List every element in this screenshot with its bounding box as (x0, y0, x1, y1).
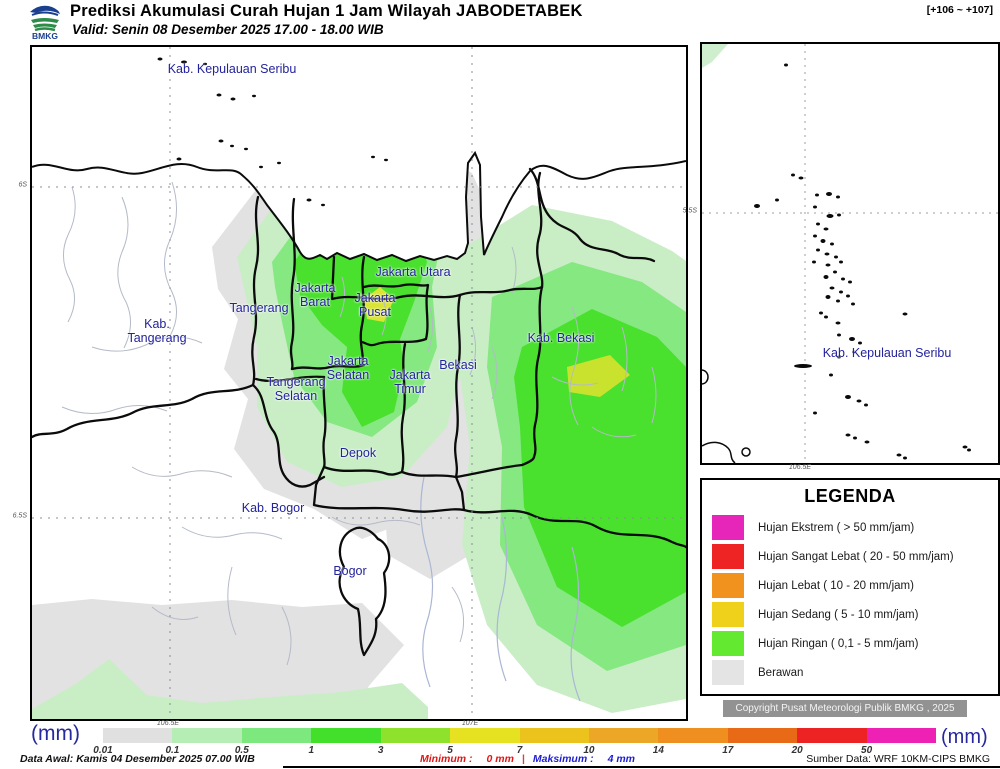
region-label-kab-bogor: Kab. Bogor (241, 501, 305, 515)
colorbar-segment-10 (588, 728, 659, 743)
axis-label-106-5e: 106.5E (788, 464, 812, 471)
colorbar-segment-3 (380, 728, 451, 743)
bottom-border-line (283, 766, 1000, 768)
colorbar-tick-14: 14 (652, 745, 664, 756)
axis-label-106-5e: 106.5E (156, 720, 180, 727)
region-label-tangerang: Tangerang (229, 301, 289, 315)
region-label-jakarta-pusat: Jakarta Pusat (354, 291, 396, 319)
inset-rain-patch (702, 44, 728, 68)
region-label-kab-bekasi: Kab. Bekasi (527, 331, 595, 345)
region-label-kab-kepulauan-seribu: Kab. Kepulauan Seribu (167, 62, 297, 76)
maksimum-value: 4 mm (607, 753, 636, 765)
colorbar-tick-1: 1 (308, 745, 315, 756)
colorbar-tick-0.01: 0.01 (93, 745, 113, 756)
colorbar-segment-17 (727, 728, 798, 743)
sumber-data-text: Sumber Data: WRF 10KM-CIPS BMKG (806, 753, 990, 765)
district-lines (61, 181, 657, 666)
main-map (30, 45, 688, 721)
colorbar-tick-0.1: 0.1 (165, 745, 180, 756)
colorbar-segment-0.5 (241, 728, 312, 743)
forecast-hour-range: [+106 ~ +107] (926, 4, 993, 16)
colorbar-tick-5: 5 (447, 745, 453, 756)
colorbar-segment-14 (658, 728, 729, 743)
colorbar-tick-50: 50 (861, 745, 873, 756)
colorbar-segment-7 (519, 728, 590, 743)
legend-label: Hujan Lebat ( 10 - 20 mm/jam) (758, 579, 914, 592)
svg-text:BMKG: BMKG (32, 31, 58, 40)
inset-map-canvas (702, 44, 998, 463)
region-label-jakarta-utara: Jakarta Utara (375, 265, 451, 279)
colorbar-segment-5 (450, 728, 520, 743)
legend-swatch (712, 544, 744, 569)
main-map-canvas (32, 47, 686, 719)
region-label-bekasi: Bekasi (439, 358, 477, 372)
region-label-kab-tangerang: Kab. Tangerang (127, 317, 187, 345)
colorbar-tick-3: 3 (377, 745, 384, 756)
colorbar-tick-0.5: 0.5 (234, 745, 249, 756)
colorbar-segment-50 (866, 728, 937, 743)
legend-label: Hujan Sangat Lebat ( 20 - 50 mm/jam) (758, 550, 954, 563)
region-label-jakarta-barat: Jakarta Barat (294, 281, 336, 309)
colorbar-unit-right: (mm) (941, 726, 988, 748)
legend-item-hujan-ekstrem: Hujan Ekstrem ( > 50 mm/jam) (702, 513, 998, 542)
inset-coastline (702, 369, 751, 463)
legend-label: Hujan Ekstrem ( > 50 mm/jam) (758, 521, 915, 534)
rainfall-overlay (32, 153, 686, 719)
colorbar: 0.01 0.1 0.5 1 3 5 7 10 14 17 20 50 (93, 728, 937, 756)
legend-label: Hujan Ringan ( 0,1 - 5 mm/jam) (758, 637, 919, 650)
legend-item-hujan-lebat: Hujan Lebat ( 10 - 20 mm/jam) (702, 571, 998, 600)
legend-panel: LEGENDA Hujan Ekstrem ( > 50 mm/jam) Huja… (700, 478, 1000, 696)
maksimum-label: Maksimum : (532, 753, 594, 765)
graticule (32, 47, 686, 719)
islands (157, 57, 388, 207)
colorbar-tick-7: 7 (516, 745, 523, 756)
colorbar-tick-10: 10 (583, 745, 595, 756)
axis-label-6s: 6S (18, 181, 27, 189)
minimum-value: 0 mm (486, 753, 514, 765)
legend-item-hujan-sedang: Hujan Sedang ( 5 - 10 mm/jam) (702, 600, 998, 629)
inset-islands (754, 63, 971, 460)
region-label-tangerang-selatan: Tangerang Selatan (266, 375, 326, 403)
legend-swatch (712, 631, 744, 656)
legend-label: Berawan (758, 666, 804, 679)
colorbar-tick-17: 17 (722, 745, 734, 756)
region-label-jakarta-selatan: Jakarta Selatan (326, 354, 370, 382)
data-awal-text: Data Awal: Kamis 04 Desember 2025 07.00 … (20, 753, 255, 765)
coastline (32, 150, 686, 263)
region-label-kab-kepulauan-seribu: Kab. Kepulauan Seribu (822, 346, 952, 360)
admin-boundaries (32, 167, 686, 657)
legend-swatch (712, 573, 744, 598)
legend-swatch (712, 660, 744, 685)
region-label-bogor: Bogor (333, 564, 367, 578)
legend-label: Hujan Sedang ( 5 - 10 mm/jam) (758, 608, 919, 621)
region-label-depok: Depok (339, 446, 377, 460)
legend-item-hujan-ringan: Hujan Ringan ( 0,1 - 5 mm/jam) (702, 629, 998, 658)
inset-graticule (702, 44, 998, 463)
page-title: Prediksi Akumulasi Curah Hujan 1 Jam Wil… (70, 2, 583, 20)
bmkg-logo: BMKG (30, 5, 60, 40)
region-label-jakarta-timur: Jakarta Timur (389, 368, 431, 396)
colorbar-segment-0.01 (103, 728, 173, 743)
legend-swatch (712, 602, 744, 627)
axis-label-6-5s: 6.5S (12, 512, 27, 520)
copyright-badge: Copyright Pusat Meteorologi Publik BMKG … (723, 700, 967, 717)
legend-item-hujan-sangat-lebat: Hujan Sangat Lebat ( 20 - 50 mm/jam) (702, 542, 998, 571)
colorbar-unit-left: (mm) (31, 722, 80, 745)
minimum-label: Minimum : (420, 753, 473, 765)
colorbar-segment-0.1 (172, 728, 243, 743)
valid-time-subtitle: Valid: Senin 08 Desember 2025 17.00 - 18… (72, 22, 384, 37)
colorbar-segment-20 (797, 728, 868, 743)
inset-map-kepulauan-seribu (700, 42, 1000, 465)
legend-swatch (712, 515, 744, 540)
legend-title: LEGENDA (804, 486, 896, 506)
colorbar-segment-1 (311, 728, 382, 743)
river-lines (420, 476, 581, 702)
minmax-text: Minimum : 0 mm | Maksimum : 4 mm (420, 753, 635, 765)
axis-label-107e: 107E (461, 720, 479, 727)
legend-item-berawan: Berawan (702, 658, 998, 687)
axis-label-5-5s: 5.5S (682, 207, 697, 215)
minmax-separator: | (521, 753, 525, 765)
colorbar-tick-20: 20 (791, 745, 803, 756)
